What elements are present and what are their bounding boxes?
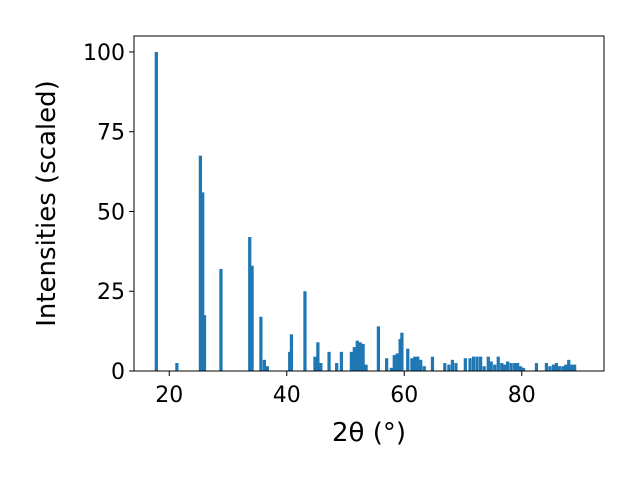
x-ticks: 20 40 60 80 [155,371,536,408]
bar [259,316,263,371]
bar [554,363,559,371]
bar [400,332,404,371]
x-tick-label: 80 [508,383,536,408]
bar [516,363,520,371]
bar [463,358,467,371]
bar [419,359,423,371]
x-tick-label: 40 [273,383,301,408]
y-axis-label: Intensities (scaled) [32,80,62,327]
bar [413,356,417,371]
bar [361,343,365,371]
bar [175,363,179,371]
x-axis-label: 2θ (°) [332,418,406,448]
bar [288,351,292,371]
bar [422,366,426,371]
bar-series [154,51,577,371]
bar [513,363,517,371]
bar [202,315,207,371]
bar [265,366,269,371]
bar [534,363,539,371]
bar [335,363,339,371]
bar [544,363,549,371]
bar [416,356,420,371]
x-tick-label: 60 [390,383,418,408]
bar [506,361,510,371]
bar [493,364,497,371]
bar [349,351,353,371]
y-tick-label: 75 [97,121,125,146]
bar [319,363,323,371]
bar [573,364,577,371]
bar [392,355,396,371]
bar [154,51,158,371]
bar [201,192,205,371]
bar [557,366,561,371]
bar [551,364,556,371]
bar [471,356,476,371]
bar [250,265,254,371]
bar [327,351,331,371]
bar [479,356,483,371]
y-ticks: 0 25 50 75 100 [83,41,134,385]
bar [389,367,393,371]
bar [500,363,504,371]
bar [398,339,402,371]
x-tick-label: 20 [155,383,183,408]
bar [313,356,317,371]
bar [567,359,571,371]
bar [454,363,458,371]
bar [570,364,574,371]
bar [521,367,526,371]
plot-frame [133,35,605,372]
bar [355,340,359,371]
bar [219,268,223,371]
bar [468,358,472,371]
bar [376,326,381,371]
bar [289,334,294,371]
bar [561,366,565,371]
bar [364,364,368,371]
bar [518,366,523,371]
bar [198,155,203,371]
bar [316,342,320,371]
bar [430,356,435,371]
bar [303,291,307,371]
bar [548,366,552,371]
bar [489,361,493,371]
bar [564,364,568,371]
bar [339,351,344,371]
bar [410,358,414,371]
bar [482,366,486,371]
bar [358,342,362,371]
bar [352,347,356,371]
bar [496,356,500,371]
bar [503,364,507,371]
bar [406,348,410,371]
bar [486,356,490,371]
bar [450,359,455,371]
y-tick-label: 0 [111,360,125,385]
bar [385,358,389,371]
bar [262,359,267,371]
y-tick-label: 25 [97,280,125,305]
bar [395,353,399,371]
bar [475,356,479,371]
bar [443,363,447,371]
bar [248,237,252,371]
y-tick-label: 50 [97,200,125,225]
bar [447,364,451,371]
y-tick-label: 100 [83,41,125,66]
bar [509,363,513,371]
